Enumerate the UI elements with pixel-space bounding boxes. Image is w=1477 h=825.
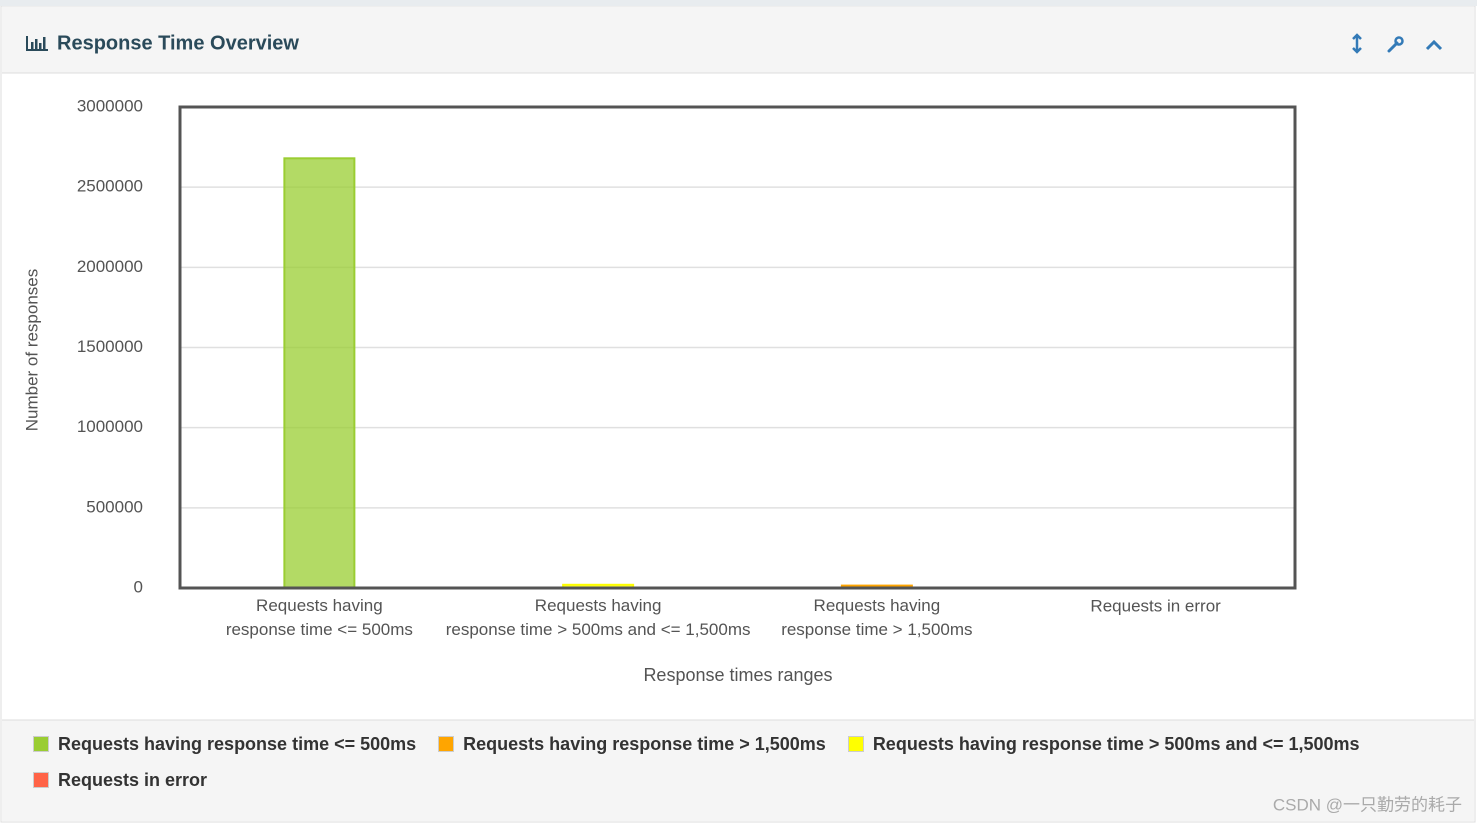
y-axis-title: Number of responses [22, 269, 41, 432]
settings-icon[interactable] [1387, 36, 1404, 53]
legend: Requests having response time <= 500ms Re… [33, 732, 1453, 792]
y-tick-label: 0 [134, 577, 143, 596]
panel-header [2, 7, 1474, 73]
chart-title: Response Time Overview [57, 32, 299, 54]
legend-label: Requests in error [58, 769, 208, 790]
legend-item[interactable]: Requests having response time > 1,500ms [438, 732, 826, 756]
x-tick-label: Requests having response time > 1,500ms [781, 596, 972, 639]
panel-border [0, 5, 1476, 823]
legend-label: Requests having response time > 500ms an… [872, 733, 1360, 754]
legend-label: Requests having response time > 1,500ms [463, 733, 826, 754]
watermark: CSDN @一只勤劳的耗子 [1273, 795, 1462, 814]
panel-footer [2, 720, 1474, 821]
x-tick-label: Requests having response time <= 500ms [226, 596, 413, 639]
y-tick-label: 1500000 [77, 337, 143, 356]
x-tick-label: Requests in error [1090, 596, 1221, 615]
x-axis-title: Response times ranges [643, 665, 832, 685]
bar [283, 157, 356, 589]
legend-swatch [33, 736, 49, 752]
x-tick-label: Requests having response time > 500ms and… [446, 596, 751, 639]
y-tick-label: 3000000 [77, 96, 143, 115]
y-tick-label: 2500000 [77, 177, 143, 196]
legend-swatch [33, 772, 49, 788]
legend-label: Requests having response time <= 500ms [58, 733, 417, 754]
y-tick-label: 500000 [86, 497, 143, 516]
resize-icon[interactable] [1352, 33, 1362, 54]
y-tick-label: 1000000 [77, 417, 143, 436]
legend-item[interactable]: Requests having response time > 500ms an… [847, 732, 1360, 756]
y-tick-label: 2000000 [77, 257, 143, 276]
chart-icon [26, 36, 48, 51]
legend-swatch [847, 736, 864, 752]
top-strip [0, 0, 1477, 6]
legend-item[interactable]: Requests in error [33, 768, 207, 792]
plot-frame [178, 105, 1297, 590]
legend-item[interactable]: Requests having response time <= 500ms [33, 732, 416, 756]
legend-swatch [438, 736, 455, 752]
collapse-icon[interactable] [1425, 39, 1443, 51]
